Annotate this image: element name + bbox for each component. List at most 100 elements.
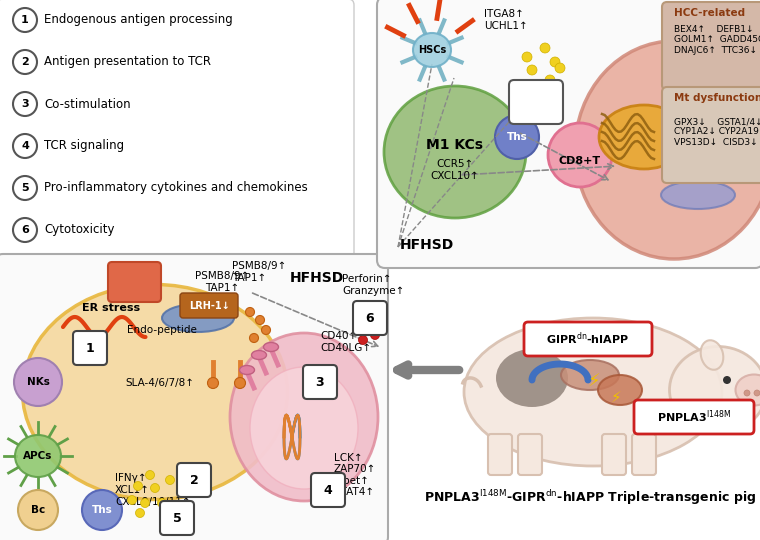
FancyBboxPatch shape <box>180 293 238 318</box>
Circle shape <box>82 490 122 530</box>
Ellipse shape <box>413 33 451 67</box>
Circle shape <box>754 390 760 396</box>
Ellipse shape <box>239 366 255 375</box>
FancyBboxPatch shape <box>518 434 542 475</box>
Text: Endogenous antigen processing: Endogenous antigen processing <box>44 14 233 26</box>
Ellipse shape <box>23 285 287 500</box>
Circle shape <box>13 176 37 200</box>
Ellipse shape <box>701 340 724 370</box>
FancyBboxPatch shape <box>602 434 626 475</box>
FancyBboxPatch shape <box>509 80 563 124</box>
Text: 5: 5 <box>21 183 29 193</box>
FancyBboxPatch shape <box>353 301 387 335</box>
Text: LCK↑
ZAP70↑
T-bet↑
STAT4↑: LCK↑ ZAP70↑ T-bet↑ STAT4↑ <box>334 453 376 497</box>
Text: CD8+T: CD8+T <box>559 156 601 166</box>
Circle shape <box>13 50 37 74</box>
Text: GIPR$^{\rm dn}$-hIAPP: GIPR$^{\rm dn}$-hIAPP <box>546 330 630 347</box>
Text: HFHSD: HFHSD <box>400 238 454 252</box>
Ellipse shape <box>599 105 689 169</box>
Text: Endo-peptide: Endo-peptide <box>127 325 197 335</box>
FancyBboxPatch shape <box>0 0 354 266</box>
Text: ⚡: ⚡ <box>587 373 600 391</box>
Circle shape <box>555 63 565 73</box>
FancyBboxPatch shape <box>524 322 652 356</box>
Circle shape <box>18 490 58 530</box>
Ellipse shape <box>575 41 760 259</box>
Circle shape <box>13 8 37 32</box>
Ellipse shape <box>464 318 722 466</box>
Text: Perforin↑
Granzyme↑: Perforin↑ Granzyme↑ <box>342 274 404 296</box>
Circle shape <box>13 134 37 158</box>
Circle shape <box>723 376 731 384</box>
FancyBboxPatch shape <box>488 434 512 475</box>
Circle shape <box>235 377 245 388</box>
Circle shape <box>540 43 550 53</box>
Text: Ths: Ths <box>507 132 527 142</box>
Circle shape <box>522 52 532 62</box>
Ellipse shape <box>252 350 267 360</box>
Text: 1: 1 <box>21 15 29 25</box>
Text: LRH-1↓: LRH-1↓ <box>188 301 230 311</box>
Text: Antigen presentation to TCR: Antigen presentation to TCR <box>44 56 211 69</box>
Text: Cytotoxicity: Cytotoxicity <box>44 224 115 237</box>
Text: ⚡: ⚡ <box>610 389 622 404</box>
Circle shape <box>207 377 219 388</box>
Ellipse shape <box>736 375 760 406</box>
Text: PNPLA3$^{\rm I148M}$-GIPR$^{\rm dn}$-hIAPP Triple-transgenic pig: PNPLA3$^{\rm I148M}$-GIPR$^{\rm dn}$-hIA… <box>424 489 756 508</box>
Text: 5: 5 <box>173 511 182 524</box>
FancyBboxPatch shape <box>73 331 107 365</box>
Text: BEX4↑    DEFB1↓
GOLM1↑  GADD45G↓
DNAJC6↑  TTC36↓: BEX4↑ DEFB1↓ GOLM1↑ GADD45G↓ DNAJC6↑ TTC… <box>674 25 760 55</box>
Circle shape <box>744 390 750 396</box>
Ellipse shape <box>15 435 61 477</box>
FancyBboxPatch shape <box>311 473 345 507</box>
Circle shape <box>145 470 154 480</box>
Text: 3: 3 <box>21 99 29 109</box>
Ellipse shape <box>561 360 619 390</box>
Ellipse shape <box>250 367 358 489</box>
Circle shape <box>245 307 255 316</box>
Circle shape <box>141 498 150 508</box>
FancyBboxPatch shape <box>632 434 656 475</box>
Circle shape <box>13 218 37 242</box>
Circle shape <box>548 123 612 187</box>
Text: Bc: Bc <box>31 505 45 515</box>
Circle shape <box>261 326 271 334</box>
Text: 6: 6 <box>366 312 375 325</box>
Text: IFNγ↑
XCL1↑
CXCL9/10/11↑: IFNγ↑ XCL1↑ CXCL9/10/11↑ <box>115 474 191 507</box>
FancyBboxPatch shape <box>0 254 388 540</box>
Ellipse shape <box>661 181 735 209</box>
Text: PSMB8/9↑
TAP1↑: PSMB8/9↑ TAP1↑ <box>195 271 249 293</box>
Circle shape <box>166 476 175 484</box>
Text: HCC-related: HCC-related <box>674 8 745 18</box>
Ellipse shape <box>384 86 526 218</box>
Ellipse shape <box>670 347 760 434</box>
Text: PNPLA3$^{\rm I148M}$: PNPLA3$^{\rm I148M}$ <box>657 409 731 426</box>
Text: CCR5↑
CXCL10↑: CCR5↑ CXCL10↑ <box>431 159 480 181</box>
Ellipse shape <box>230 333 378 501</box>
Text: 3: 3 <box>315 375 325 388</box>
FancyBboxPatch shape <box>303 365 337 399</box>
Text: 1-5: 1-5 <box>524 78 547 91</box>
Text: PSMB8/9↑
TAP1↑: PSMB8/9↑ TAP1↑ <box>232 261 287 283</box>
Text: SLA-4/6/7/8↑: SLA-4/6/7/8↑ <box>125 378 194 388</box>
Text: 1: 1 <box>86 341 94 354</box>
Circle shape <box>353 307 363 316</box>
Text: GPX3↓    GSTA1/4↓
CYP1A2↓ CYP2A19↓
VPS13D↓  CISD3↓: GPX3↓ GSTA1/4↓ CYP1A2↓ CYP2A19↓ VPS13D↓ … <box>674 117 760 147</box>
Circle shape <box>545 75 555 85</box>
FancyBboxPatch shape <box>160 501 194 535</box>
Text: 4: 4 <box>21 141 29 151</box>
Text: Ths: Ths <box>92 505 112 515</box>
FancyBboxPatch shape <box>662 2 760 90</box>
Ellipse shape <box>496 349 568 407</box>
Circle shape <box>550 57 560 67</box>
Circle shape <box>134 482 143 490</box>
FancyBboxPatch shape <box>377 0 760 268</box>
FancyBboxPatch shape <box>634 400 754 434</box>
Text: ITGA8↑
UCHL1↑: ITGA8↑ UCHL1↑ <box>484 9 527 31</box>
Circle shape <box>495 115 539 159</box>
FancyBboxPatch shape <box>177 463 211 497</box>
Circle shape <box>157 498 166 508</box>
Text: HFHSD: HFHSD <box>290 271 344 285</box>
Text: 2: 2 <box>21 57 29 67</box>
Circle shape <box>527 65 537 75</box>
